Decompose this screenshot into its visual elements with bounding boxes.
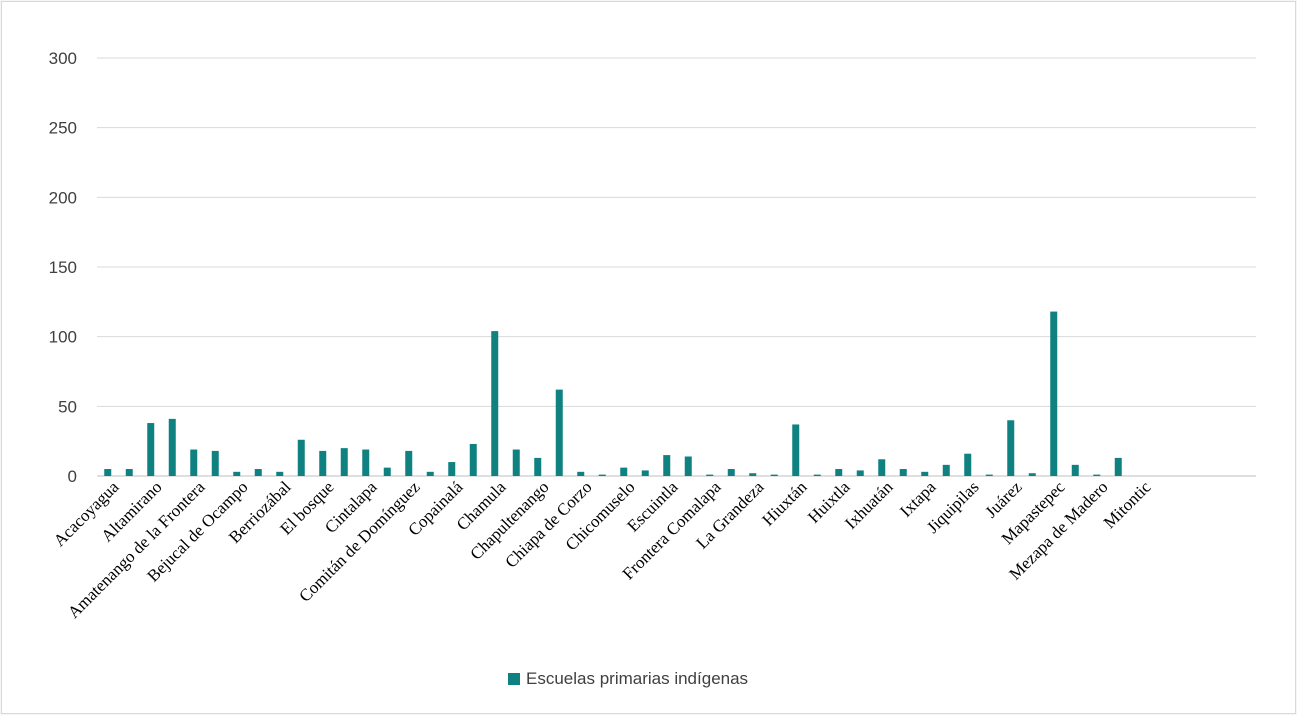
y-tick-label: 250 <box>49 119 77 138</box>
bar <box>491 331 499 476</box>
bar <box>1007 420 1015 476</box>
bar <box>878 459 886 476</box>
bar <box>1028 473 1036 476</box>
bar <box>168 418 176 476</box>
x-tick-label: Mitontic <box>1100 477 1155 532</box>
legend: Escuelas primarias indígenas <box>508 667 748 691</box>
bar <box>534 457 542 476</box>
y-tick-label: 200 <box>49 188 77 207</box>
y-tick-label: 0 <box>68 467 77 486</box>
gridlines <box>97 57 1256 477</box>
bar <box>835 469 843 476</box>
bar <box>190 449 198 476</box>
bar <box>147 423 155 476</box>
bar <box>297 439 305 476</box>
bar <box>1071 464 1079 476</box>
bar <box>684 456 692 476</box>
y-tick-label: 150 <box>49 258 77 277</box>
bars <box>104 311 1122 476</box>
bar <box>706 474 714 476</box>
bar <box>985 474 993 476</box>
x-tick-label: Hiuxtán <box>758 477 811 530</box>
bar <box>813 474 821 476</box>
bar <box>620 467 628 476</box>
bar <box>319 450 327 476</box>
legend-label: Escuelas primarias indígenas <box>526 669 749 688</box>
bar <box>362 449 370 476</box>
y-axis-ticks: 0 50 100 150 200 250 300 <box>49 49 77 486</box>
bar <box>512 449 520 476</box>
bar <box>727 469 735 476</box>
y-tick-label: 50 <box>58 397 77 416</box>
bar <box>1114 457 1122 476</box>
bar <box>426 471 434 476</box>
bar <box>792 424 800 476</box>
bar <box>899 469 907 476</box>
x-tick-label: Ixhuatán <box>841 477 897 533</box>
bar <box>856 470 864 476</box>
bar <box>577 471 585 476</box>
bar <box>340 448 348 476</box>
bar <box>125 469 133 476</box>
bar <box>921 471 929 476</box>
bar <box>469 443 477 476</box>
bar <box>233 471 241 476</box>
bar <box>942 464 950 476</box>
bar <box>254 469 262 476</box>
bar <box>749 473 757 476</box>
bar <box>448 462 456 476</box>
bar <box>663 455 671 476</box>
bar <box>383 467 391 476</box>
bar <box>598 474 606 476</box>
bar <box>211 450 219 476</box>
bar <box>770 474 778 476</box>
bar <box>1093 474 1101 476</box>
bar <box>405 450 413 476</box>
bar <box>276 471 284 476</box>
bar <box>104 469 112 476</box>
legend-swatch <box>508 673 520 685</box>
y-tick-label: 300 <box>49 49 77 68</box>
bar <box>964 453 972 476</box>
y-tick-label: 100 <box>49 328 77 347</box>
bar <box>555 389 563 476</box>
bar <box>1050 311 1058 476</box>
bar <box>641 470 649 476</box>
